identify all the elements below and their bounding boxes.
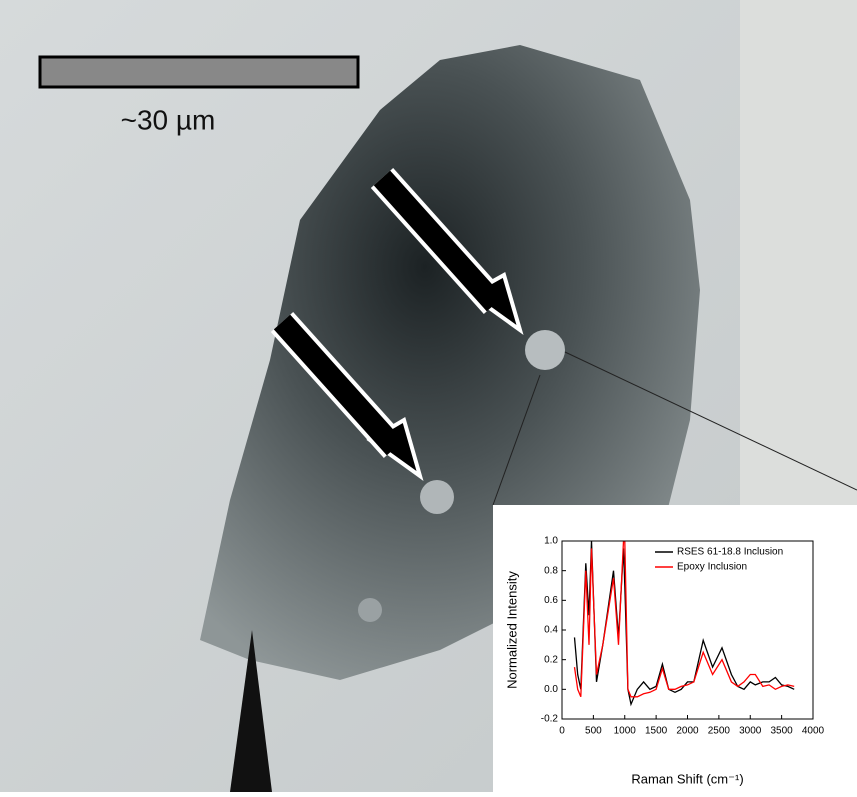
zoom-line bbox=[564, 351, 857, 491]
y-tick-label: 0.4 bbox=[544, 625, 558, 636]
y-axis-label: Normalized Intensity bbox=[504, 571, 519, 689]
x-axis-label: Raman Shift (cm⁻¹) bbox=[631, 771, 743, 786]
legend-label: Epoxy Inclusion bbox=[677, 562, 747, 573]
y-tick-label: 0.0 bbox=[544, 684, 558, 695]
scale-bar bbox=[38, 55, 360, 89]
series-line bbox=[573, 541, 795, 698]
plot-frame bbox=[561, 540, 814, 720]
x-tick-label: 500 bbox=[585, 726, 602, 737]
x-tick-label: 2000 bbox=[676, 726, 699, 737]
inclusion bbox=[358, 598, 382, 622]
needle bbox=[230, 630, 272, 792]
plot-lines bbox=[573, 541, 795, 707]
x-tick-label: 2500 bbox=[708, 726, 731, 737]
y-tick-label: 0.6 bbox=[544, 595, 558, 606]
x-tick-label: 1500 bbox=[645, 726, 668, 737]
y-tick-label: 0.8 bbox=[544, 565, 558, 576]
x-tick-label: 0 bbox=[559, 726, 565, 737]
x-tick-label: 3500 bbox=[771, 726, 794, 737]
arrow bbox=[270, 311, 424, 481]
y-tick-label: -0.2 bbox=[541, 714, 559, 725]
y-tick-label: 1.0 bbox=[544, 536, 558, 547]
scale-label: ~30 µm bbox=[121, 104, 216, 135]
arrow bbox=[370, 167, 524, 336]
legend-label: RSES 61-18.8 Inclusion bbox=[677, 547, 783, 558]
background-panel bbox=[740, 0, 857, 520]
x-tick-label: 1000 bbox=[614, 726, 637, 737]
inclusion bbox=[525, 330, 565, 370]
series-line bbox=[573, 541, 795, 707]
x-tick-label: 4000 bbox=[802, 726, 825, 737]
y-tick-label: 0.2 bbox=[544, 654, 558, 665]
inset bbox=[493, 505, 857, 792]
zoom-line bbox=[492, 374, 541, 506]
inclusion bbox=[420, 480, 454, 514]
x-tick-label: 3000 bbox=[739, 726, 762, 737]
